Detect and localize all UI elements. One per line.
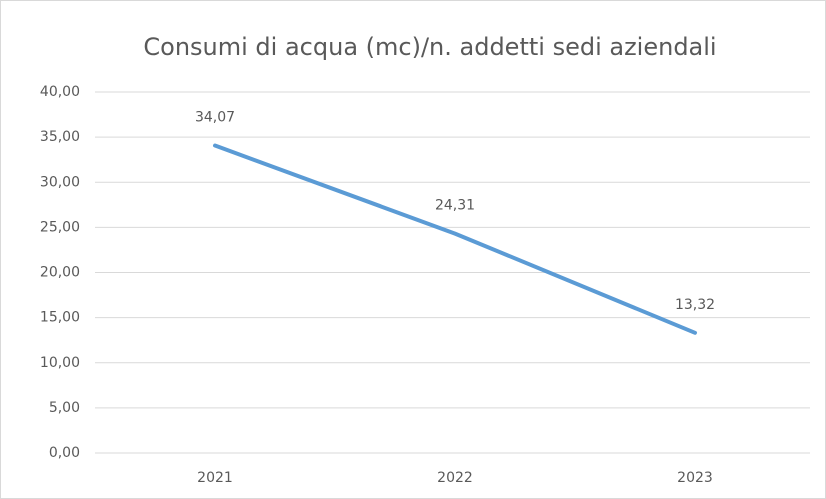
y-tick-label: 30,00 <box>40 174 80 190</box>
x-tick-label: 2022 <box>437 470 473 486</box>
y-tick-label: 5,00 <box>49 400 80 416</box>
y-tick-label: 15,00 <box>40 310 80 326</box>
chart-title: Consumi di acqua (mc)/n. addetti sedi az… <box>143 33 716 61</box>
y-tick-label: 10,00 <box>40 355 80 371</box>
data-label: 24,31 <box>435 198 475 214</box>
y-tick-label: 20,00 <box>40 265 80 281</box>
data-label: 34,07 <box>195 110 235 126</box>
y-tick-label: 0,00 <box>49 445 80 461</box>
data-label: 13,32 <box>675 297 715 313</box>
y-tick-label: 35,00 <box>40 129 80 145</box>
y-tick-label: 25,00 <box>40 219 80 235</box>
data-line <box>213 143 697 335</box>
x-tick-label: 2021 <box>197 470 233 486</box>
y-tick-label: 40,00 <box>40 84 80 100</box>
x-tick-label: 2023 <box>677 470 713 486</box>
